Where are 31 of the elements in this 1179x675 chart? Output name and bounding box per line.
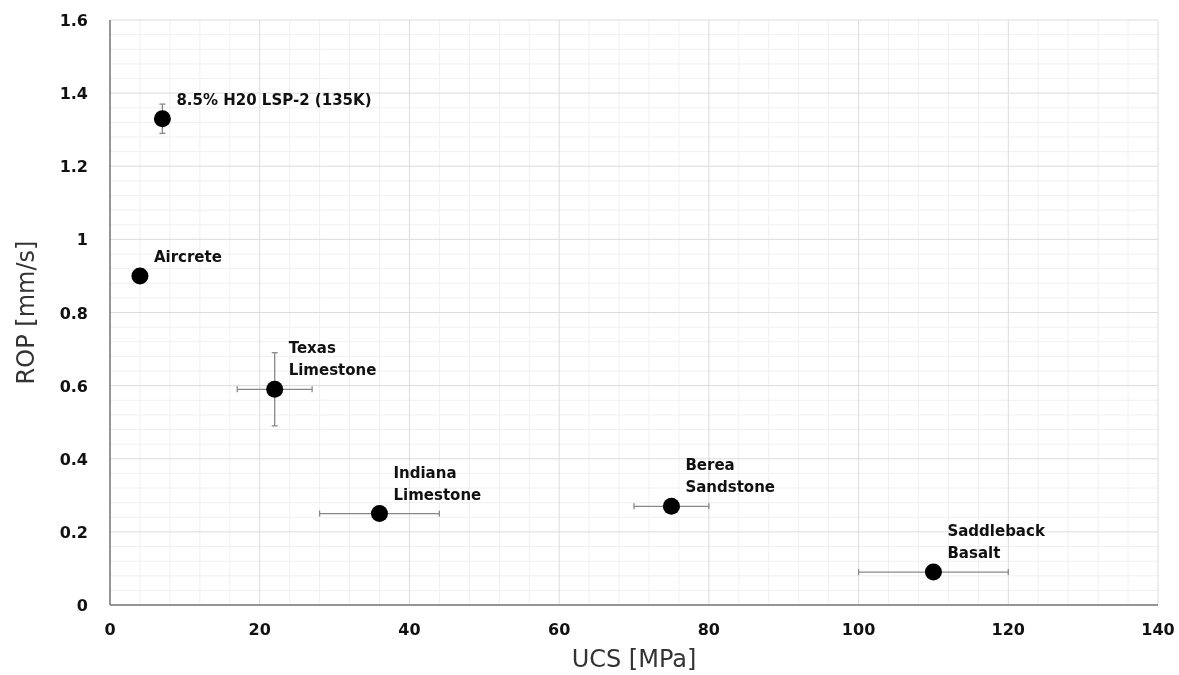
point xyxy=(131,267,149,285)
y-axis-title: ROP [mm/s] xyxy=(12,240,40,385)
point xyxy=(370,505,388,523)
x-tick-label: 60 xyxy=(548,620,571,639)
annotation: 8.5% H20 LSP-2 (135K) xyxy=(176,90,372,109)
point xyxy=(924,563,942,581)
x-tick-label: 20 xyxy=(248,620,271,639)
y-tick-label: 1 xyxy=(76,230,88,250)
y-tick-label: 0.4 xyxy=(59,449,88,469)
y-tick-label: 0.6 xyxy=(59,376,88,396)
point xyxy=(662,497,680,515)
y-tick-label: 0 xyxy=(76,596,88,615)
x-tick-label: 0 xyxy=(104,620,116,639)
x-tick-label: 140 xyxy=(1141,620,1175,639)
x-tick-label: 40 xyxy=(398,620,421,639)
y-tick-label: 1.2 xyxy=(59,157,88,177)
y-tick-label: 0.8 xyxy=(59,303,88,323)
y-tick-label: 1.4 xyxy=(59,84,88,104)
point xyxy=(266,380,284,398)
y-tick-label: 1.6 xyxy=(59,11,88,30)
annotation: Saddleback Basalt xyxy=(947,522,1046,563)
x-tick-label: 100 xyxy=(841,620,876,639)
x-tick-label: 80 xyxy=(697,620,720,639)
annotation: Aircrete xyxy=(153,247,222,266)
annotation: Indiana Limestone xyxy=(393,463,482,504)
annotation: Texas Limestone xyxy=(288,339,377,380)
point xyxy=(153,110,171,128)
y-tick-label: 0.2 xyxy=(59,522,88,542)
x-axis-title: UCS [MPa] xyxy=(571,645,697,673)
x-tick-label: 120 xyxy=(991,620,1025,639)
annotation: Berea Sandstone xyxy=(685,456,776,497)
